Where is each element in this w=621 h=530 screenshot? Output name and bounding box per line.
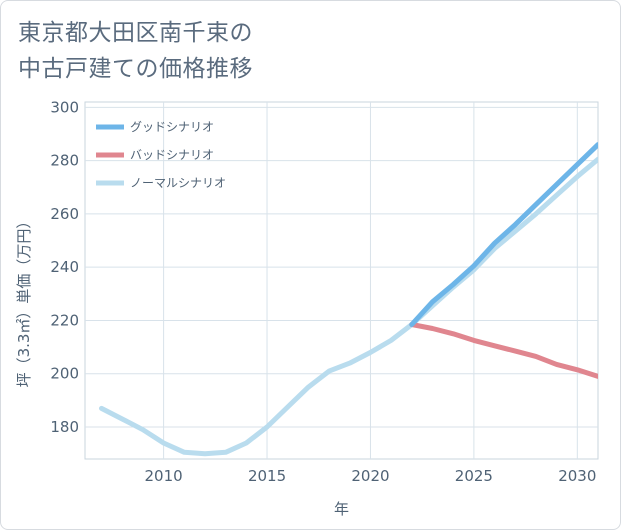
y-tick-label: 260 <box>50 205 79 223</box>
chart-title-line-1: 東京都大田区南千束の <box>18 20 253 46</box>
series-lines <box>99 142 598 457</box>
series-line-0 <box>409 142 598 327</box>
x-tick-label: 2020 <box>351 467 389 485</box>
y-axis-label: 坪（3.3㎡）単価（万円） <box>15 214 33 388</box>
plot-frame <box>84 101 599 460</box>
y-tick-label: 240 <box>50 258 79 276</box>
chart-title-line-2: 中古戸建ての価格推移 <box>18 56 253 82</box>
x-axis-ticks: 2010 2015 2020 2025 2030 <box>145 467 597 485</box>
x-axis-label: 年 <box>334 500 349 518</box>
y-tick-label: 280 <box>50 152 79 170</box>
legend-label: バッドシナリオ <box>130 148 214 162</box>
x-tick-label: 2015 <box>248 467 286 485</box>
plot-area <box>84 101 599 460</box>
y-tick-label: 300 <box>50 98 79 116</box>
gridlines <box>85 102 598 459</box>
chart-title: 東京都大田区南千束の 中古戸建ての価格推移 <box>18 15 578 87</box>
x-tick-label: 2010 <box>145 467 183 485</box>
y-tick-label: 200 <box>50 365 79 383</box>
y-tick-label: 180 <box>50 418 79 436</box>
x-tick-label: 2025 <box>455 467 493 485</box>
x-tick-label: 2030 <box>558 467 596 485</box>
y-axis-ticks: 180 200 220 240 260 280 300 <box>50 98 79 436</box>
legend-label: グッドシナリオ <box>130 120 214 134</box>
y-tick-label: 220 <box>50 311 79 329</box>
series-line-2 <box>99 156 598 457</box>
legend-label: ノーマルシナリオ <box>130 176 226 190</box>
series-line-1 <box>409 322 598 379</box>
